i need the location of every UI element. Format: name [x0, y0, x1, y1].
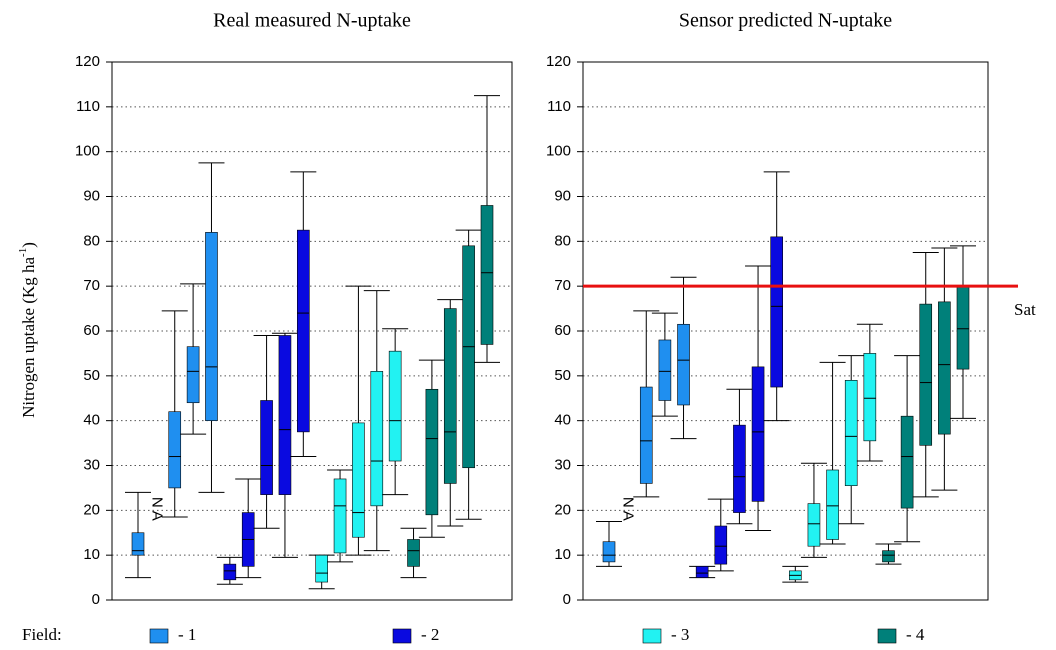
y-tick-label: 120 [75, 53, 100, 70]
chart-title: Real measured N-uptake [213, 10, 411, 32]
box [278, 335, 292, 495]
y-tick-label: 40 [83, 412, 100, 429]
plot-frame [582, 61, 989, 601]
box [714, 525, 728, 565]
y-tick-label: 50 [554, 367, 571, 384]
box [370, 371, 384, 507]
y-tick-label: 120 [546, 53, 571, 70]
y-tick-label: 20 [554, 501, 571, 518]
legend-label: - 1 [178, 625, 196, 644]
box [168, 411, 182, 489]
box [462, 245, 475, 469]
plot-frame [111, 61, 513, 601]
box [205, 232, 218, 421]
y-tick-label: 0 [92, 591, 100, 608]
y-tick-label: 70 [554, 277, 571, 294]
box [131, 532, 145, 556]
box [938, 301, 951, 435]
legend-label: - 2 [421, 625, 439, 644]
na-label: NA [148, 497, 165, 524]
box [695, 566, 709, 578]
legend-title: Field: [22, 625, 62, 644]
y-tick-label: 40 [554, 412, 571, 429]
box [900, 415, 914, 509]
y-tick-label: 30 [554, 456, 571, 473]
box [751, 366, 765, 502]
box [956, 285, 970, 370]
y-tick-label: 70 [83, 277, 100, 294]
box [352, 422, 365, 538]
box [639, 386, 653, 484]
y-tick-label: 90 [83, 187, 100, 204]
y-axis-label-superscript: -1 [17, 248, 29, 257]
box [677, 323, 690, 406]
y-tick-label: 110 [547, 98, 571, 115]
y-tick-label: 30 [83, 456, 100, 473]
y-tick-label: 110 [76, 98, 100, 115]
box [186, 346, 200, 404]
legend-swatch [642, 628, 662, 644]
y-tick-label: 100 [75, 143, 100, 160]
y-tick-label: 10 [83, 546, 100, 563]
y-tick-label: 50 [83, 367, 100, 384]
chart-title: Sensor predicted N-uptake [679, 10, 892, 32]
box [388, 350, 402, 462]
y-tick-label: 100 [546, 143, 571, 160]
box [770, 236, 783, 388]
y-tick-label: 10 [554, 546, 571, 563]
legend-label: - 3 [671, 625, 689, 644]
box [480, 205, 494, 345]
box [425, 388, 439, 516]
box [333, 478, 347, 554]
y-tick-label: 60 [83, 322, 100, 339]
box [733, 424, 746, 513]
box [844, 380, 858, 486]
y-tick-label: 80 [554, 232, 571, 249]
box [602, 541, 616, 563]
box [826, 469, 839, 540]
box [223, 563, 237, 581]
legend-swatch [877, 628, 897, 644]
box [658, 339, 672, 401]
y-axis-label-text: Nitrogen uptake (Kg ha [19, 256, 38, 417]
legend-swatch [392, 628, 412, 644]
box [863, 353, 877, 442]
legend-swatch [149, 628, 169, 644]
box [297, 229, 310, 433]
na-label: NA [620, 497, 637, 524]
reference-label: Sat [1014, 300, 1036, 319]
y-tick-label: 0 [563, 591, 571, 608]
y-axis-label: Nitrogen uptake (Kg ha-1) [17, 242, 38, 418]
box [919, 303, 933, 446]
box [260, 400, 273, 495]
legend-label: - 4 [906, 625, 925, 644]
box [882, 550, 895, 563]
box [407, 539, 420, 567]
y-tick-label: 60 [554, 322, 571, 339]
y-tick-label: 20 [83, 501, 100, 518]
y-axis-label-end: ) [19, 242, 38, 248]
box [315, 554, 328, 583]
y-tick-label: 80 [83, 232, 100, 249]
box [443, 308, 457, 484]
y-tick-label: 90 [554, 187, 571, 204]
box [807, 503, 821, 547]
